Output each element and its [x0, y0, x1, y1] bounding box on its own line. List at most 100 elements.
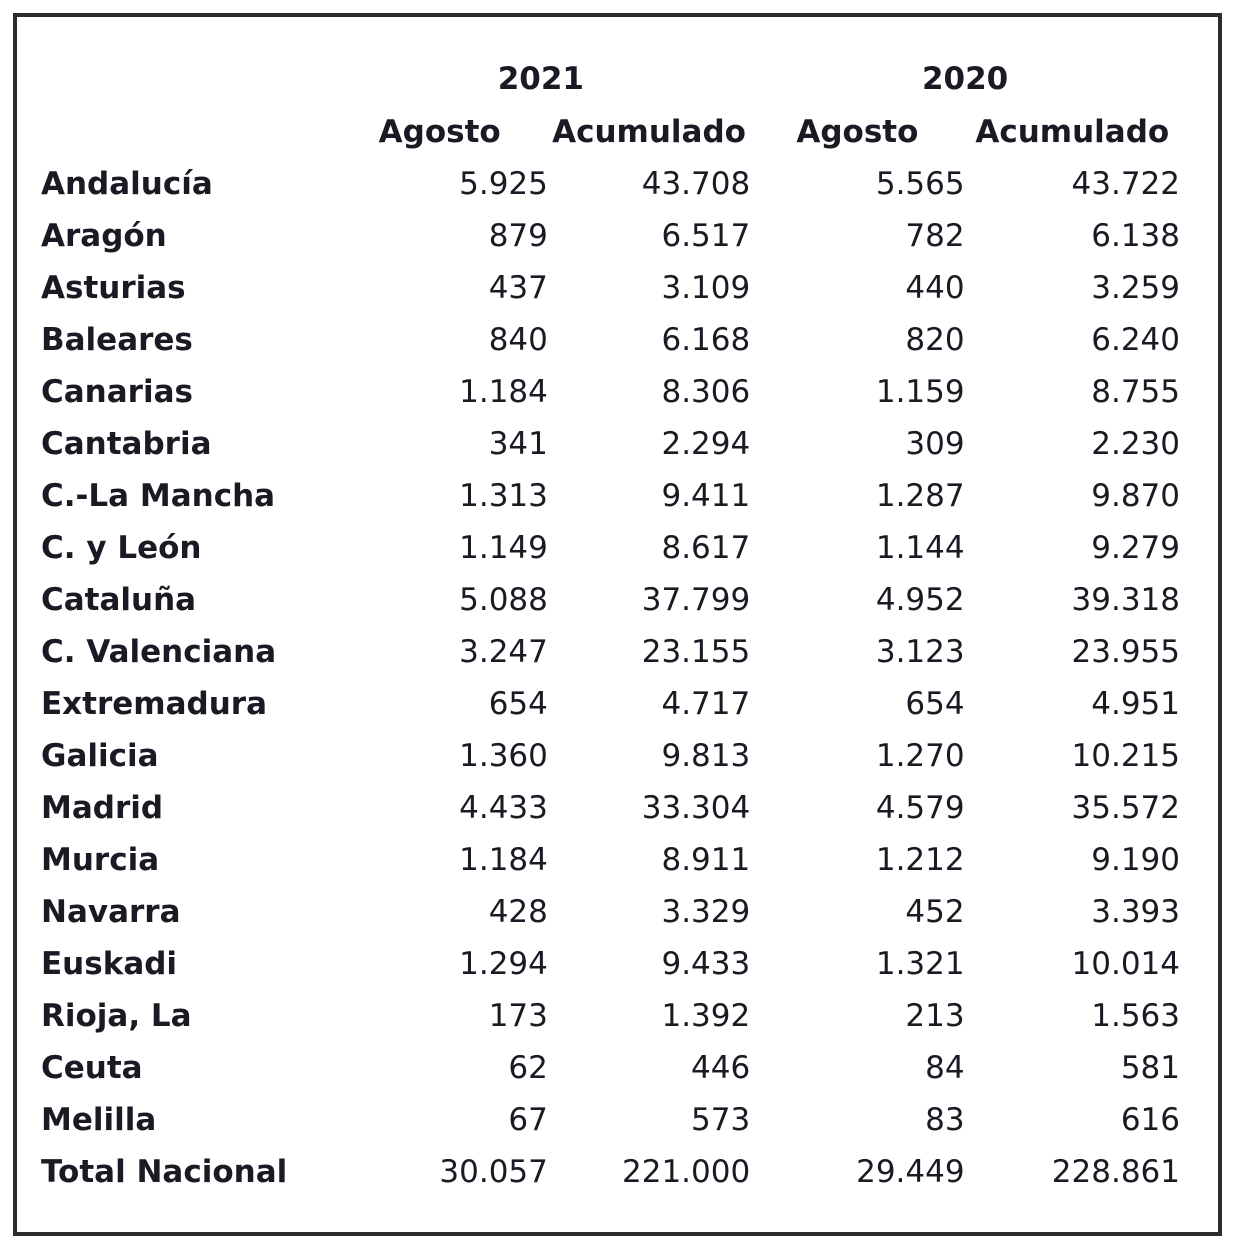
value-cell: 1.563	[1091, 998, 1180, 1034]
value-cell: 29.449	[856, 1154, 965, 1190]
value-cell: 8.911	[661, 842, 751, 878]
value-cell: 428	[488, 894, 548, 930]
value-cell: 4.717	[661, 686, 751, 722]
value-cell: 9.813	[661, 738, 751, 774]
region-name: Galicia	[41, 738, 159, 774]
column-header-agosto-2020: Agosto	[796, 114, 919, 150]
table-frame: 2021 2020 Agosto Acumulado Agosto Acumul…	[13, 13, 1222, 1236]
region-name: C.-La Mancha	[41, 478, 276, 514]
value-cell: 67	[508, 1102, 548, 1138]
value-cell: 9.279	[1091, 530, 1180, 566]
table-row: Ceuta 62 446 84 581	[41, 1042, 1180, 1094]
table-row: Euskadi 1.294 9.433 1.321 10.014	[41, 938, 1180, 990]
column-header-acumulado-2020: Acumulado	[975, 114, 1170, 150]
value-cell: 1.287	[875, 478, 965, 514]
value-cell: 33.304	[641, 790, 751, 826]
value-cell: 573	[691, 1102, 751, 1138]
table-row: Baleares 840 6.168 820 6.240	[41, 314, 1180, 366]
value-cell: 581	[1120, 1050, 1180, 1086]
value-cell: 820	[905, 322, 965, 358]
table-row: Madrid 4.433 33.304 4.579 35.572	[41, 782, 1180, 834]
value-cell: 4.433	[459, 790, 548, 826]
value-cell: 83	[925, 1102, 965, 1138]
value-cell: 3.123	[875, 634, 965, 670]
value-cell: 1.144	[875, 530, 965, 566]
value-cell: 6.240	[1091, 322, 1180, 358]
value-cell: 1.159	[875, 374, 965, 410]
value-cell: 840	[488, 322, 548, 358]
value-cell: 9.411	[661, 478, 751, 514]
value-cell: 30.057	[439, 1154, 548, 1190]
table-row: Cataluña 5.088 37.799 4.952 39.318	[41, 574, 1180, 626]
table-header: 2021 2020 Agosto Acumulado Agosto Acumul…	[41, 51, 1180, 158]
value-cell: 1.184	[459, 842, 548, 878]
region-name: Madrid	[41, 790, 164, 826]
value-cell: 5.565	[875, 166, 965, 202]
column-header-row: Agosto Acumulado Agosto Acumulado	[41, 106, 1180, 158]
year-header-2021: 2021	[497, 60, 584, 97]
table-row: Navarra 428 3.329 452 3.393	[41, 886, 1180, 938]
value-cell: 437	[488, 270, 548, 306]
region-name: Euskadi	[41, 946, 178, 982]
region-name: Andalucía	[41, 166, 213, 202]
value-cell: 9.870	[1091, 478, 1180, 514]
table-row: Cantabria 341 2.294 309 2.230	[41, 418, 1180, 470]
value-cell: 2.294	[661, 426, 751, 462]
value-cell: 43.722	[1071, 166, 1180, 202]
value-cell: 37.799	[641, 582, 751, 618]
value-cell: 1.360	[459, 738, 548, 774]
region-name: Canarias	[41, 374, 193, 410]
value-cell: 341	[488, 426, 548, 462]
table-row: Rioja, La 173 1.392 213 1.563	[41, 990, 1180, 1042]
value-cell: 1.184	[459, 374, 548, 410]
table-row: Canarias 1.184 8.306 1.159 8.755	[41, 366, 1180, 418]
value-cell: 35.572	[1071, 790, 1180, 826]
value-cell: 1.270	[875, 738, 965, 774]
year-header-row: 2021 2020	[41, 51, 1180, 106]
table-row: Asturias 437 3.109 440 3.259	[41, 262, 1180, 314]
value-cell: 1.149	[459, 530, 548, 566]
value-cell: 39.318	[1071, 582, 1180, 618]
value-cell: 452	[905, 894, 965, 930]
table-body: Andalucía 5.925 43.708 5.565 43.722 Aragón 879…	[41, 158, 1180, 1198]
value-cell: 3.329	[661, 894, 751, 930]
value-cell: 3.247	[459, 634, 548, 670]
value-cell: 1.313	[459, 478, 548, 514]
table-row: C.-La Mancha 1.313 9.411 1.287 9.870	[41, 470, 1180, 522]
table-row: C. Valenciana 3.247 23.155 3.123 23.955	[41, 626, 1180, 678]
value-cell: 1.294	[459, 946, 548, 982]
value-cell: 8.617	[661, 530, 751, 566]
value-cell: 3.109	[661, 270, 751, 306]
value-cell: 654	[488, 686, 548, 722]
value-cell: 10.215	[1071, 738, 1180, 774]
region-name: C. Valenciana	[41, 634, 277, 670]
value-cell: 440	[905, 270, 965, 306]
region-name: Asturias	[41, 270, 186, 306]
value-cell: 9.433	[661, 946, 751, 982]
region-name: Murcia	[41, 842, 160, 878]
value-cell: 3.393	[1091, 894, 1180, 930]
value-cell: 8.755	[1091, 374, 1180, 410]
value-cell: 6.517	[661, 218, 751, 254]
value-cell: 10.014	[1071, 946, 1180, 982]
table-row: Murcia 1.184 8.911 1.212 9.190	[41, 834, 1180, 886]
table-row-total: Total Nacional 30.057 221.000 29.449 228.861	[41, 1146, 1180, 1198]
table-row: Melilla 67 573 83 616	[41, 1094, 1180, 1146]
column-header-acumulado-2021: Acumulado	[552, 114, 746, 150]
year-header-2020: 2020	[921, 60, 1009, 97]
value-cell: 5.925	[459, 166, 548, 202]
column-header-agosto-2021: Agosto	[378, 114, 501, 150]
region-name: Aragón	[41, 218, 167, 254]
region-name: Navarra	[41, 894, 181, 930]
corner-spacer	[41, 106, 332, 158]
value-cell: 1.212	[875, 842, 965, 878]
region-name: Cataluña	[41, 582, 197, 618]
value-cell: 228.861	[1051, 1154, 1180, 1190]
value-cell: 221.000	[622, 1154, 751, 1190]
value-cell: 62	[508, 1050, 548, 1086]
value-cell: 4.951	[1091, 686, 1180, 722]
table-row: Extremadura 654 4.717 654 4.951	[41, 678, 1180, 730]
region-name: Cantabria	[41, 426, 212, 462]
value-cell: 5.088	[459, 582, 548, 618]
